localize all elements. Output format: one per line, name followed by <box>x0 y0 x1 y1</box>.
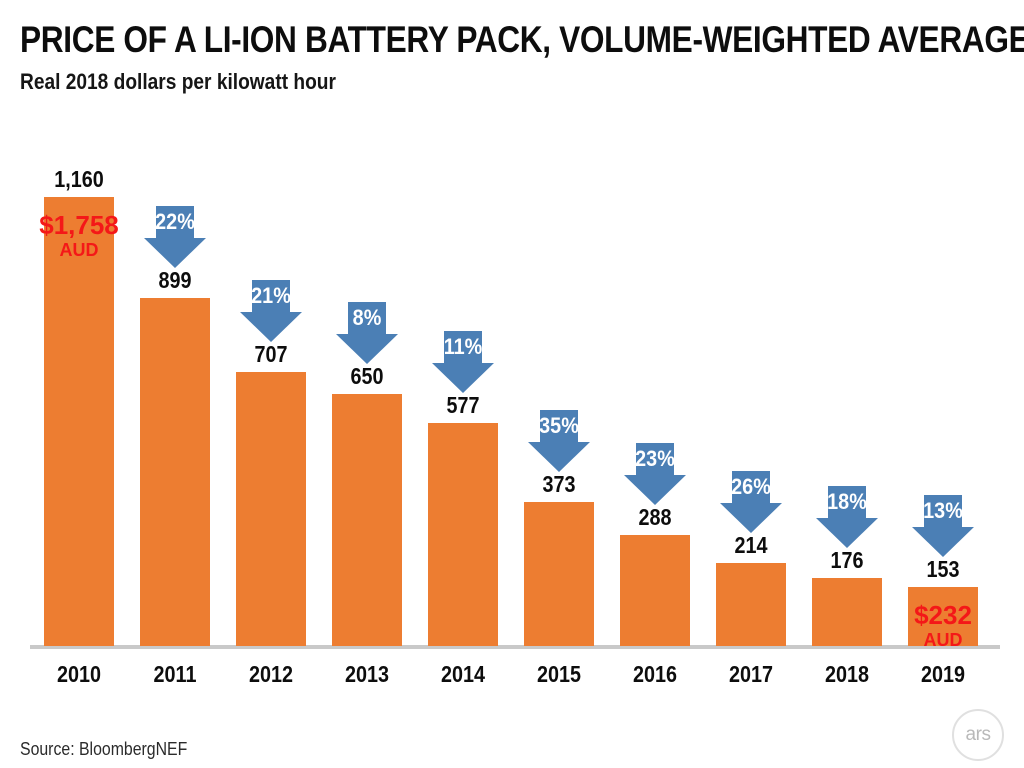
aud-amount: $1,758 <box>39 210 119 240</box>
x-tick-2016: 2016 <box>632 661 677 687</box>
bar-value-label-2010: 1,160 <box>54 166 104 192</box>
decline-arrow-2011-to-2012: 21% <box>240 280 302 342</box>
bar-2012 <box>236 372 306 646</box>
bar-value-label-2017: 214 <box>734 532 768 558</box>
aud-overlay-2010: $1,758 AUD <box>32 211 126 261</box>
bar-value-label-2019: 153 <box>926 556 960 582</box>
bar-value-label-2014: 577 <box>446 392 480 418</box>
x-tick-2014: 2014 <box>440 661 485 687</box>
decline-arrow-label: 8% <box>352 305 382 330</box>
bar-value-label-2015: 373 <box>542 471 576 497</box>
x-tick-2011: 2011 <box>153 661 197 687</box>
bar-2015 <box>524 502 594 646</box>
x-tick-2017: 2017 <box>728 661 773 687</box>
x-tick-2013: 2013 <box>344 661 389 687</box>
decline-arrow-2018-to-2019: 13% <box>912 495 974 557</box>
bar-value-label-2013: 650 <box>350 363 384 389</box>
x-tick-2018: 2018 <box>824 661 869 687</box>
source-note: Source: BloombergNEF <box>20 739 188 759</box>
x-tick-2010: 2010 <box>56 661 101 687</box>
ars-technica-logo-icon: ars <box>952 709 1004 761</box>
bar-value-label-2016: 288 <box>638 504 672 530</box>
decline-arrow-2012-to-2013: 8% <box>336 302 398 364</box>
decline-arrow-label: 35% <box>539 413 579 438</box>
page-title: PRICE OF A LI-ION BATTERY PACK, VOLUME-W… <box>20 19 1024 60</box>
chart-header: PRICE OF A LI-ION BATTERY PACK, VOLUME-W… <box>20 19 1024 95</box>
bar-2011 <box>140 298 210 646</box>
aud-overlay-2019: $232 AUD <box>896 601 990 651</box>
x-tick-2019: 2019 <box>920 661 965 687</box>
bar-2016 <box>620 535 690 646</box>
decline-arrow-2013-to-2014: 11% <box>432 331 494 393</box>
aud-amount: $232 <box>914 600 972 630</box>
decline-arrow-label: 21% <box>251 283 291 308</box>
x-axis-baseline <box>30 645 1000 649</box>
bar-2018 <box>812 578 882 646</box>
decline-arrow-2010-to-2011: 22% <box>144 206 206 268</box>
decline-arrow-label: 23% <box>635 446 675 471</box>
decline-arrow-2017-to-2018: 18% <box>816 486 878 548</box>
chart-subtitle: Real 2018 dollars per kilowatt hour <box>20 69 336 94</box>
bar-2014 <box>428 423 498 646</box>
decline-arrow-label: 18% <box>827 489 867 514</box>
bar-value-label-2012: 707 <box>254 341 288 367</box>
x-tick-2015: 2015 <box>536 661 581 687</box>
ars-logo-label: ars <box>965 724 991 745</box>
decline-arrow-label: 26% <box>731 474 771 499</box>
decline-arrow-label: 11% <box>443 334 483 359</box>
decline-arrow-label: 22% <box>155 209 195 234</box>
bar-2017 <box>716 563 786 646</box>
decline-arrow-label: 13% <box>923 498 963 523</box>
decline-arrow-2014-to-2015: 35% <box>528 410 590 472</box>
aud-currency: AUD <box>923 630 963 650</box>
aud-currency: AUD <box>59 240 99 260</box>
bar-2013 <box>332 394 402 646</box>
bar-2010 <box>44 197 114 646</box>
decline-arrow-2016-to-2017: 26% <box>720 471 782 533</box>
decline-arrow-2015-to-2016: 23% <box>624 443 686 505</box>
bar-value-label-2011: 899 <box>158 267 192 293</box>
bar-2019 <box>908 587 978 646</box>
bar-value-label-2018: 176 <box>830 547 864 573</box>
x-tick-2012: 2012 <box>248 661 293 687</box>
